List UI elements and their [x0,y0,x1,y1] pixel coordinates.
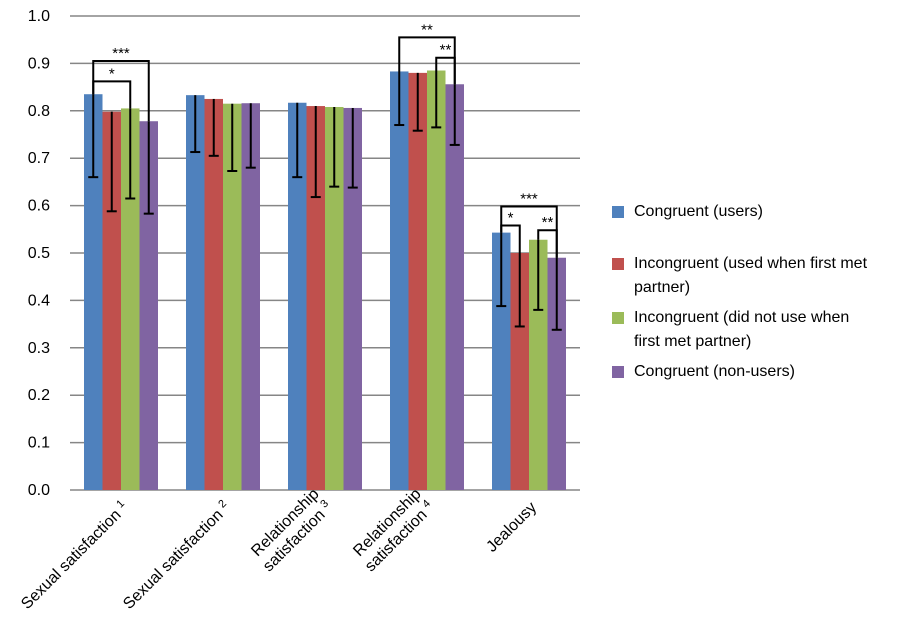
bar [492,232,511,491]
x-category-label-line: Sexual satisfaction 2 [119,498,234,613]
legend-item: Incongruent (used when first met partner) [612,252,912,300]
error-bars [88,70,562,331]
x-category-superscript: 4 [420,498,433,511]
y-tick-label: 0.8 [28,103,50,120]
bar [223,103,242,490]
bar [510,253,529,490]
x-category-label-line: Sexual satisfaction 1 [17,498,132,613]
x-category-superscript: 1 [114,498,127,511]
bar [343,107,362,491]
significance-bracket [435,56,456,85]
legend-swatch [612,366,624,378]
significance-label: ** [421,21,433,38]
bar [529,239,548,490]
bar [325,107,344,491]
bar [204,98,223,490]
bar [84,94,103,491]
x-category-superscript: 2 [216,498,229,511]
bar [445,84,464,491]
bar [186,95,205,491]
bar [427,70,446,490]
bar [288,102,307,490]
legend-item: Congruent (users) [612,200,912,224]
bar [241,103,260,490]
bar [121,108,140,491]
significance-bracket [537,229,558,258]
bar [390,71,409,490]
legend-label: Incongruent (did not use when [634,309,850,326]
x-category-label: Sexual satisfaction 1 [17,498,132,613]
significance-label: ** [542,214,554,231]
legend-item: Incongruent (did not use when first met p… [612,306,912,354]
bar [547,257,566,490]
significance-label: * [109,65,115,82]
significance-bracket [92,80,132,109]
y-tick-label: 0.2 [28,387,50,404]
significance-label: * [508,210,514,227]
legend-label: partner) [634,279,691,296]
legend-item: Congruent (non-users) [612,360,912,384]
legend-label: Congruent (non-users) [634,363,795,380]
y-tick-label: 0.9 [28,55,50,72]
y-tick-label: 0.1 [28,435,50,452]
y-tick-label: 0.7 [28,150,50,167]
y-axis-ticks: 0.0 0.1 0.2 0.3 0.4 0.5 0.6 0.7 0.8 0.9 1.0 [28,8,50,499]
bars [84,70,566,491]
bar [102,111,121,491]
y-tick-label: 0.6 [28,198,50,215]
legend-swatch [612,258,624,270]
bar [306,106,325,490]
significance-label: *** [520,191,538,208]
legend-label: first met partner) [634,333,752,350]
legend-label: Congruent (users) [634,203,763,220]
y-tick-label: 0.3 [28,340,50,357]
y-tick-label: 1.0 [28,8,50,25]
y-tick-label: 0.0 [28,482,50,499]
significance-bracket [500,224,521,253]
legend-label: Incongruent (used when first met [634,255,868,272]
x-category-label-line: Jealousy [483,499,540,556]
bar [408,72,427,490]
x-category-label: Jealousy [483,499,540,556]
x-category-superscript: 3 [318,498,331,511]
y-tick-label: 0.5 [28,245,50,262]
significance-label: ** [440,42,452,59]
legend: Congruent (users) Incongruent (used when … [612,200,912,384]
legend-swatch [612,312,624,324]
significance-brackets: ************ ** [92,21,558,258]
significance-bracket [92,60,150,122]
y-tick-label: 0.4 [28,292,50,309]
x-category-label: Sexual satisfaction 2 [119,498,234,613]
significance-label: *** [112,45,130,62]
legend-swatch [612,206,624,218]
